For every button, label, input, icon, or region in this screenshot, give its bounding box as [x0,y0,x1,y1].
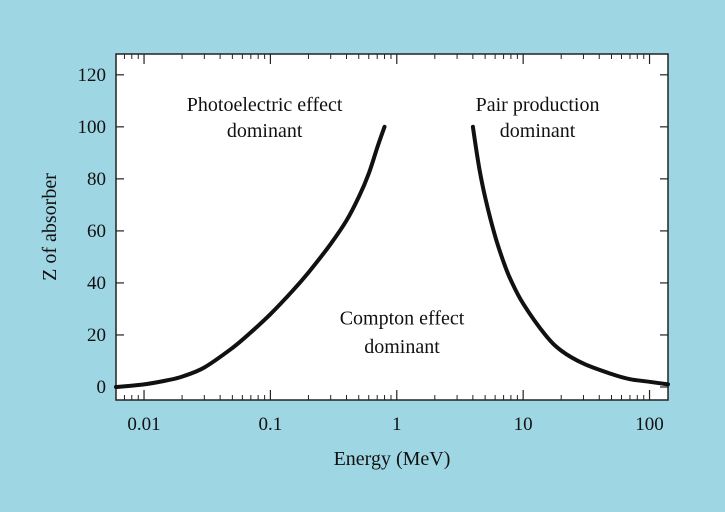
y-tick-label: 0 [97,377,107,398]
y-tick-label: 40 [87,273,106,294]
x-tick-label: 10 [514,414,533,435]
y-tick-label: 60 [87,221,106,242]
annotation-compton1: Compton effect [340,308,465,330]
x-tick-label: 1 [392,414,402,435]
x-tick-label: 100 [635,414,664,435]
annotation-photo2: dominant [227,120,303,142]
plot-area [115,53,669,401]
annotation-pair2: dominant [500,120,576,142]
axis-ticks [115,54,668,400]
annotation-compton2: dominant [364,336,440,358]
y-tick-label: 80 [87,169,106,190]
x-tick-label: 0.1 [259,414,283,435]
y-tick-label: 100 [78,117,107,138]
x-tick-label: 0.01 [127,414,160,435]
photoelectric-boundary-curve [114,124,387,389]
axis-tick-labels: 0 20 40 60 80 100 120 0.01 0.1 1 10 100 [78,65,664,435]
annotation-photo1: Photoelectric effect [187,94,343,116]
annotations: Photoelectric effect dominant Compton effe… [187,94,600,358]
annotation-pair1: Pair production [476,94,600,116]
pair-production-boundary-curve [470,124,670,387]
y-tick-label: 20 [87,325,106,346]
data-curves [114,124,670,389]
x-axis-title: Energy (MeV) [334,448,451,470]
y-tick-label: 120 [78,65,107,86]
y-axis-title: Z of absorber [39,173,61,281]
